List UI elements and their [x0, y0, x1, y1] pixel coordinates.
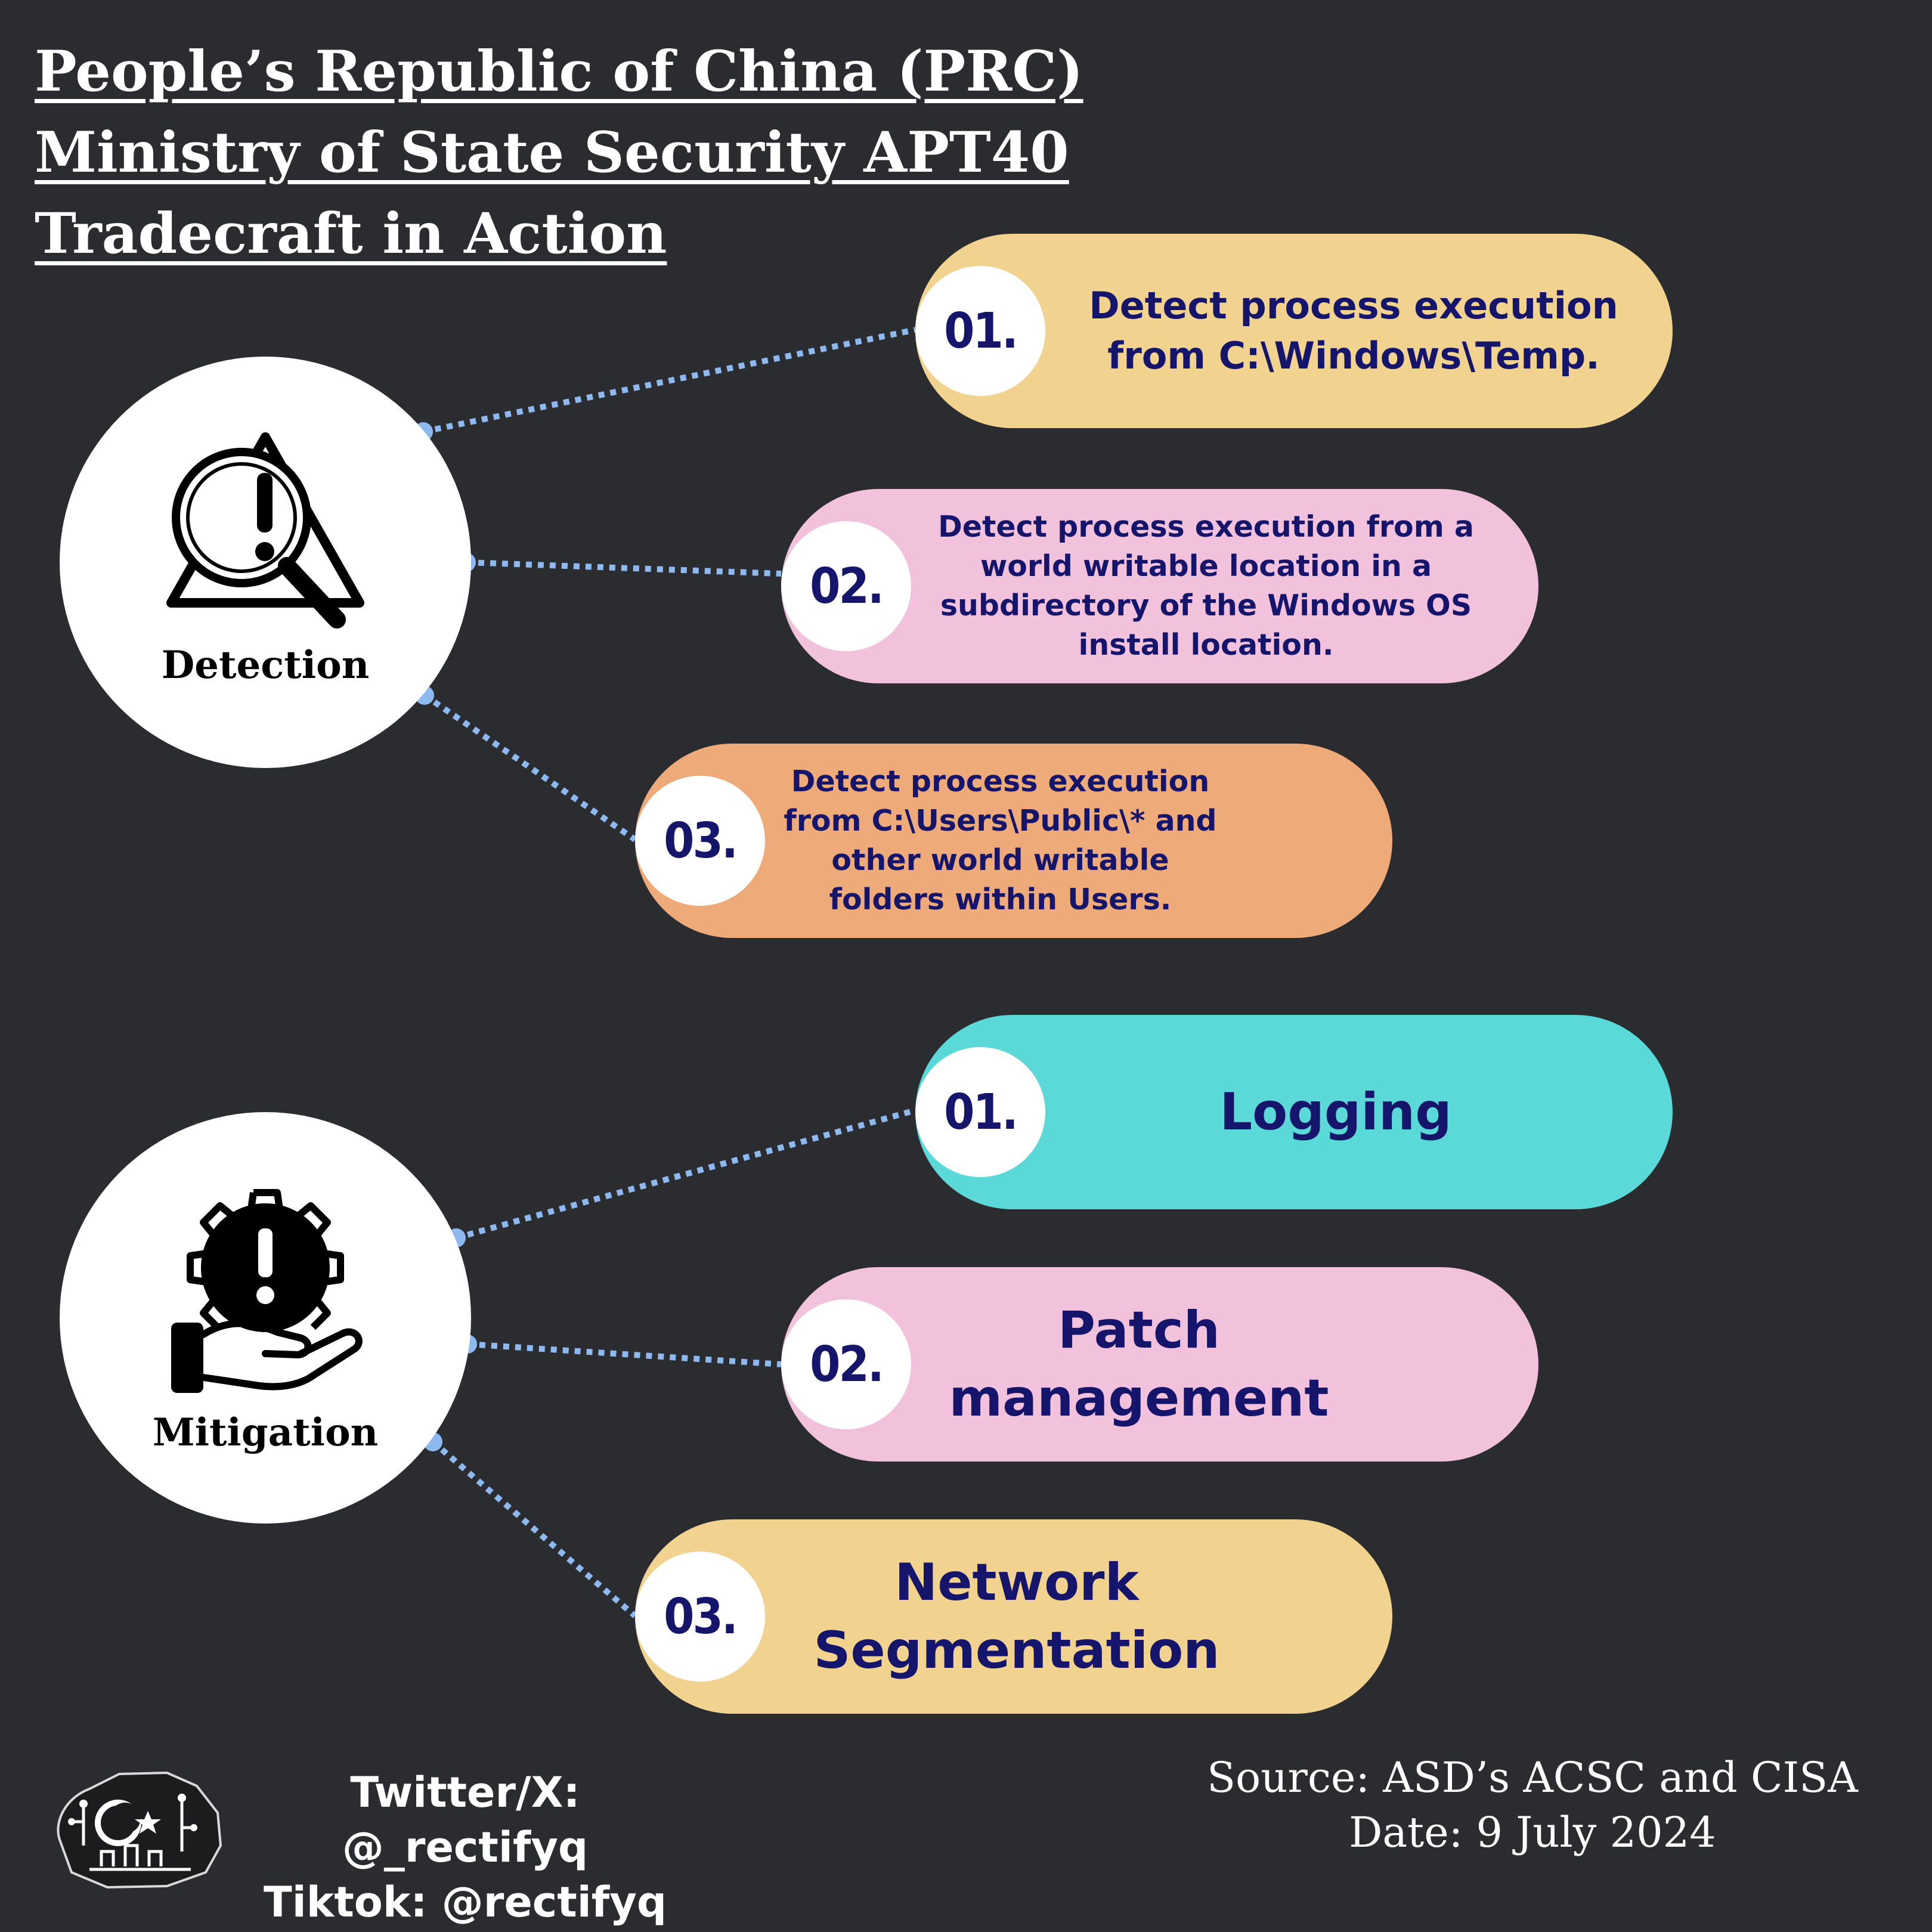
twitter-handle[interactable]: Twitter/X: @_rectifyq [342, 1768, 589, 1872]
connector-detection-01 [422, 327, 917, 435]
magnifier-warning-icon [166, 432, 364, 628]
mitigation-label: Mitigation [152, 1410, 379, 1455]
connector-detection-03 [423, 692, 637, 843]
detection-item-03-number: 03. [635, 776, 765, 906]
mitigation-item-01-text: Logging [1219, 1082, 1452, 1142]
title-line-1: People’s Republic of China (PRC) [35, 39, 1083, 104]
connector-mitigation-03 [431, 1439, 637, 1618]
mitigation-hub: Mitigation [60, 1112, 471, 1524]
connector-mitigation-02 [467, 1341, 782, 1367]
mitigation-item-01-number: 01. [915, 1047, 1045, 1177]
tiktok-handle[interactable]: Tiktok: @rectifyq [264, 1878, 667, 1927]
connector-mitigation-01 [455, 1107, 917, 1241]
mitigation-item-02-text: Patch management [949, 1301, 1329, 1428]
detection-item-02-text: Detect process execution from a world wr… [938, 510, 1474, 662]
rectifyq-logo-icon [57, 1771, 222, 1889]
detection-item-02-number: 02. [781, 521, 911, 651]
mitigation-item-03-text: Network Segmentation [813, 1553, 1220, 1680]
social-handles: Twitter/X: @_rectifyq Tiktok: @rectifyq [227, 1765, 704, 1930]
detection-label: Detection [161, 643, 370, 688]
source-text: Source: ASD’s ACSC and CISA [1207, 1753, 1858, 1802]
page-title: People’s Republic of China (PRC) Ministr… [35, 31, 1191, 274]
date-text: Date: 9 July 2024 [1349, 1808, 1716, 1857]
detection-item-03-text: Detect process execution from C:\Users\P… [784, 764, 1217, 917]
title-line-3: Tradecraft in Action [35, 201, 667, 267]
detection-hub: Detection [60, 357, 471, 768]
source-info: Source: ASD’s ACSC and CISA Date: 9 July… [1187, 1750, 1878, 1860]
mitigation-item-03-number: 03. [635, 1552, 765, 1682]
connector-detection-02 [466, 559, 782, 577]
gear-hand-warning-icon [171, 1189, 363, 1393]
detection-item-01-text: Detect process execution from C:\Windows… [1089, 284, 1618, 377]
detection-item-01-number: 01. [915, 266, 1045, 396]
mitigation-item-02-number: 02. [781, 1299, 911, 1429]
title-line-2: Ministry of State Security APT40 [35, 120, 1069, 185]
